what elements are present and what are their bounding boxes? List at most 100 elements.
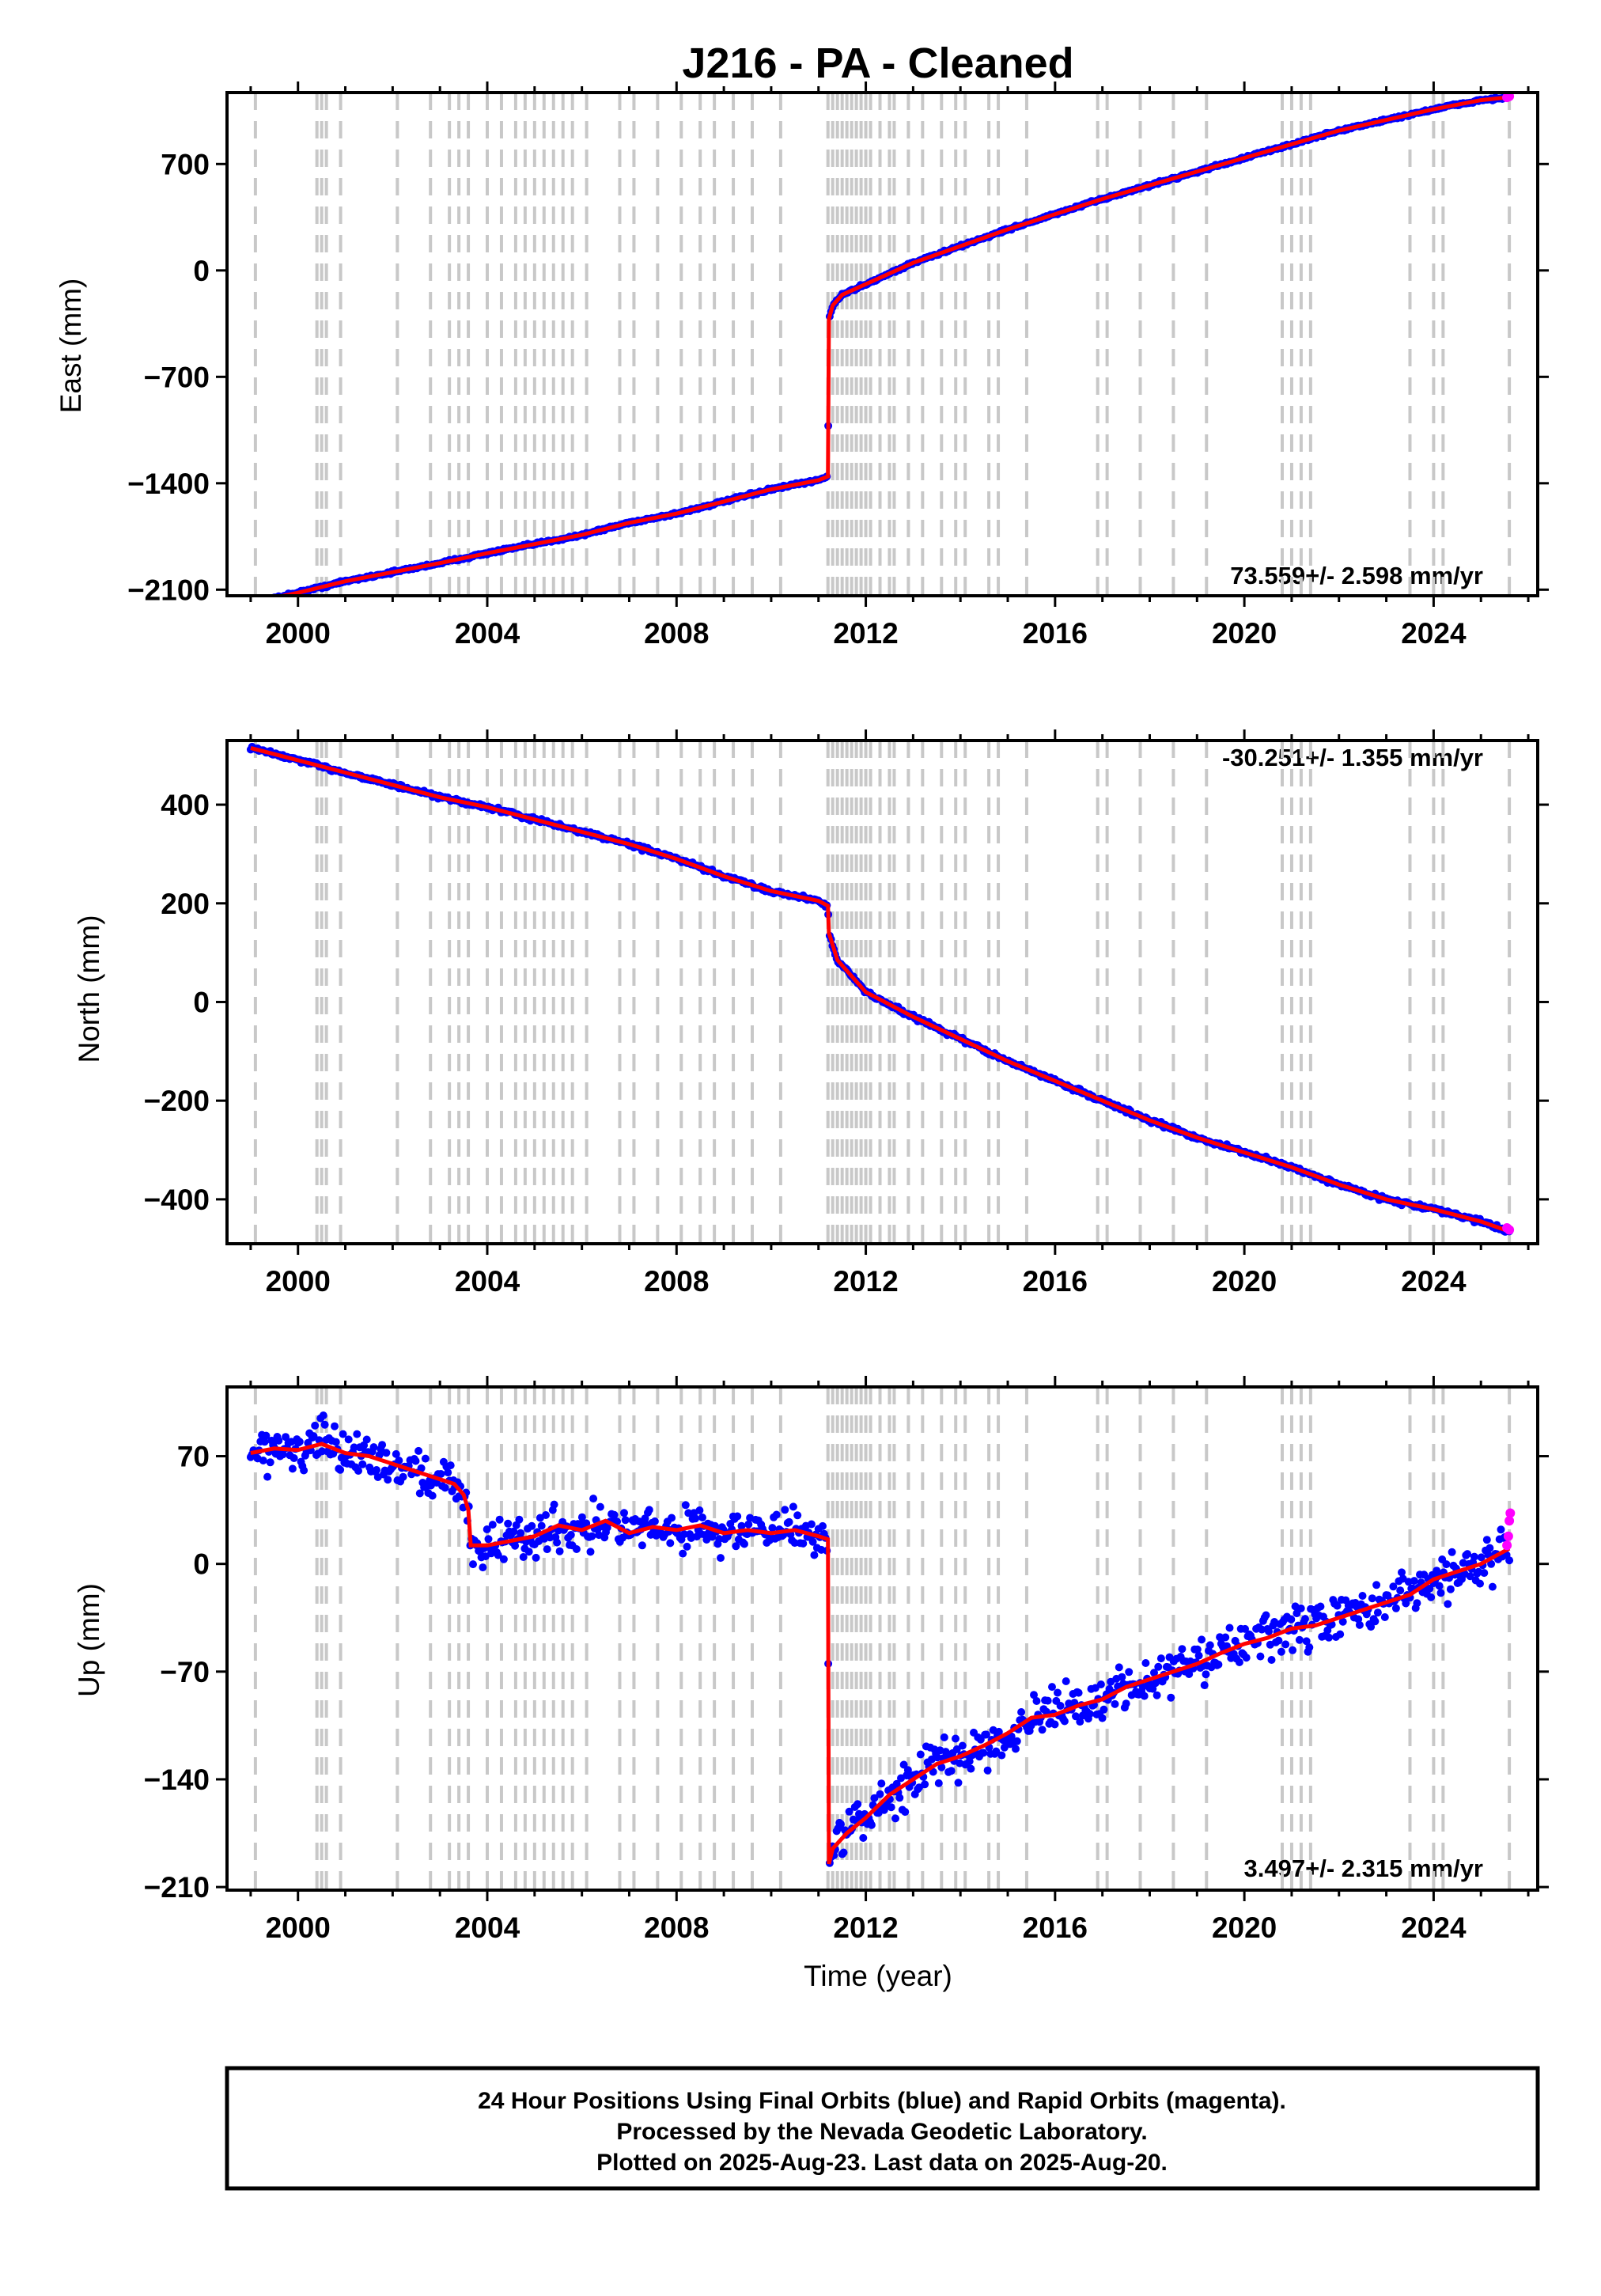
final-orbit-point xyxy=(853,1800,862,1809)
final-orbit-point xyxy=(288,1464,297,1473)
final-orbit-point xyxy=(1202,1670,1210,1679)
final-orbit-point xyxy=(248,601,256,608)
final-orbit-point xyxy=(499,1555,508,1563)
y-tick-label: 70 xyxy=(177,1441,210,1473)
final-orbit-point xyxy=(1436,1589,1445,1597)
final-orbit-point xyxy=(681,1501,690,1510)
final-orbit-point xyxy=(318,1447,327,1456)
final-orbit-point xyxy=(495,1515,504,1524)
x-tick-label: 2004 xyxy=(455,1265,520,1298)
final-orbit-point xyxy=(698,1514,706,1521)
final-orbit-point xyxy=(691,1514,700,1523)
x-tick-label: 2012 xyxy=(833,1265,898,1298)
final-orbit-point xyxy=(867,1821,876,1829)
final-orbit-point xyxy=(1154,1662,1163,1671)
y-tick-label: 700 xyxy=(161,148,210,180)
x-tick-label: 2020 xyxy=(1212,1265,1277,1298)
final-orbit-point xyxy=(260,1438,269,1446)
east-ylabel: East (mm) xyxy=(55,278,87,414)
final-orbit-point xyxy=(263,1472,272,1481)
y-tick-label: −700 xyxy=(144,361,210,393)
x-tick-label: 2024 xyxy=(1401,1911,1467,1944)
final-orbit-point xyxy=(901,1808,910,1817)
final-orbit-point xyxy=(1448,1548,1456,1556)
final-orbit-point xyxy=(572,1545,581,1553)
final-orbit-point xyxy=(1122,1699,1130,1708)
final-orbit-point xyxy=(1054,1688,1062,1697)
final-orbit-point xyxy=(589,1495,598,1503)
up-rate-label: 3.497+/- 2.315 mm/yr xyxy=(1244,1855,1483,1882)
final-orbit-point xyxy=(1235,1658,1243,1666)
y-tick-label: 400 xyxy=(161,789,210,821)
final-orbit-point xyxy=(504,1519,513,1528)
final-orbit-point xyxy=(1296,1604,1305,1612)
final-orbit-point xyxy=(483,1525,491,1533)
final-orbit-point xyxy=(934,1779,943,1787)
final-orbit-point xyxy=(1125,1668,1134,1677)
final-orbit-point xyxy=(892,1779,901,1788)
y-tick-label: 0 xyxy=(193,986,210,1018)
final-orbit-point xyxy=(683,1542,691,1551)
final-orbit-point xyxy=(350,1443,358,1452)
final-orbit-point xyxy=(1410,1577,1418,1586)
up-panel: Up (mm) 3.497+/- 2.315 mm/yr −210 −140 −70… xyxy=(73,1376,1549,1944)
final-orbit-point xyxy=(666,1539,675,1548)
final-orbit-point xyxy=(732,1542,740,1551)
final-orbit-point xyxy=(1214,1660,1223,1669)
final-orbit-point xyxy=(940,1733,948,1741)
final-orbit-point xyxy=(1470,1552,1478,1561)
x-tick-label: 2024 xyxy=(1401,617,1467,650)
final-orbit-point xyxy=(259,597,267,604)
final-orbit-point xyxy=(588,1532,596,1540)
final-orbit-point xyxy=(1373,1608,1382,1617)
final-orbit-point xyxy=(954,1779,963,1787)
final-orbit-point xyxy=(1302,1637,1311,1646)
final-orbit-point xyxy=(1427,1593,1436,1601)
final-orbit-point xyxy=(992,1747,1001,1756)
x-tick-label: 2000 xyxy=(266,1265,331,1298)
final-orbit-point xyxy=(1074,1688,1083,1697)
final-orbit-point xyxy=(1242,1654,1251,1662)
final-orbit-point xyxy=(262,1431,271,1440)
final-orbit-point xyxy=(254,598,262,606)
east-rate-label: 73.559+/- 2.598 mm/yr xyxy=(1230,562,1483,589)
final-orbit-point xyxy=(369,1443,378,1452)
final-orbit-point xyxy=(1141,1659,1150,1667)
footer-line-1: 24 Hour Positions Using Final Orbits (bl… xyxy=(478,2088,1286,2114)
final-orbit-point xyxy=(1267,1656,1276,1664)
plot-area xyxy=(246,741,1515,1244)
final-orbit-point xyxy=(1476,1579,1484,1588)
x-tick-label: 2016 xyxy=(1023,1911,1088,1944)
final-orbit-point xyxy=(1194,1651,1203,1660)
footer-line-3: Plotted on 2025-Aug-23. Last data on 202… xyxy=(596,2150,1168,2176)
final-orbit-point xyxy=(1380,1613,1389,1621)
final-orbit-point xyxy=(1193,1645,1202,1654)
x-tick-label: 2008 xyxy=(644,1265,709,1298)
x-tick-label: 2016 xyxy=(1023,1265,1088,1298)
rapid-orbit-point xyxy=(1502,1540,1512,1551)
final-orbit-point xyxy=(1466,1572,1474,1581)
x-tick-label: 2004 xyxy=(455,1911,520,1944)
east-panel: East (mm) 73.559+/- 2.598 mm/yr −2100 −14… xyxy=(55,81,1549,650)
final-orbit-point xyxy=(550,1500,558,1509)
final-orbit-point xyxy=(845,1807,853,1816)
final-orbit-point xyxy=(1325,1633,1333,1642)
final-orbit-point xyxy=(577,1513,586,1521)
final-orbit-point xyxy=(319,1411,327,1419)
final-orbit-point xyxy=(392,1449,400,1458)
final-orbit-point xyxy=(488,1521,497,1529)
final-orbit-point xyxy=(768,1524,777,1533)
y-tick-label: −400 xyxy=(144,1184,210,1216)
final-orbit-point xyxy=(1156,1654,1165,1663)
final-orbit-point xyxy=(737,1521,746,1530)
y-tick-label: 0 xyxy=(193,255,210,287)
x-tick-label: 2020 xyxy=(1212,617,1277,650)
final-orbit-point xyxy=(1289,1646,1297,1654)
final-orbit-point xyxy=(362,1435,371,1444)
final-orbit-point xyxy=(684,1509,693,1517)
final-orbit-point xyxy=(354,1467,362,1475)
final-orbit-point xyxy=(899,1760,908,1769)
final-orbit-point xyxy=(1225,1623,1234,1632)
final-orbit-point xyxy=(650,1517,659,1525)
